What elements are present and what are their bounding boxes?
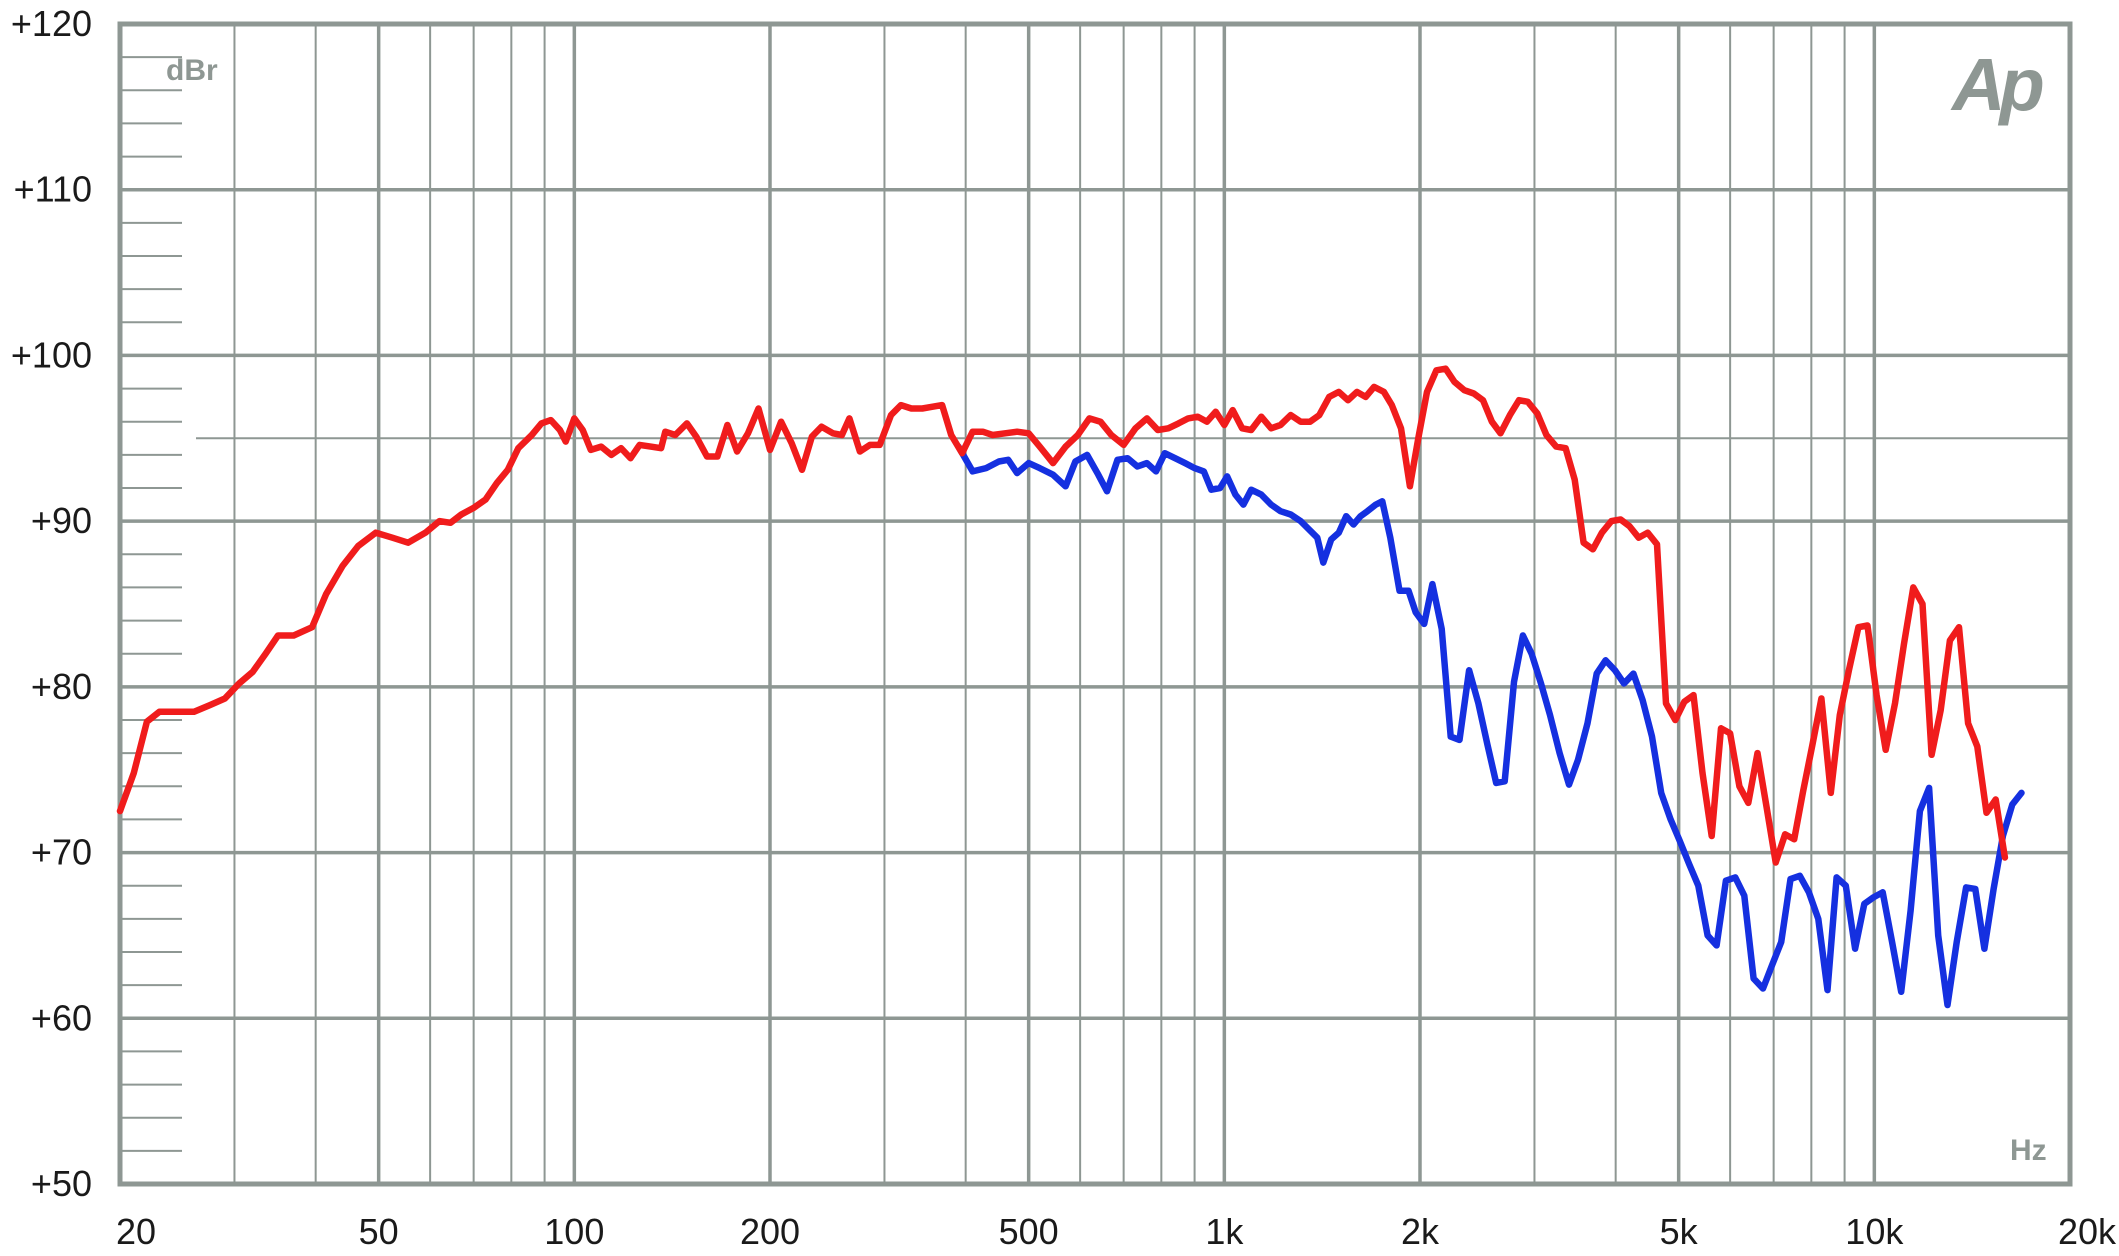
y-tick-label: +90 bbox=[31, 500, 92, 541]
x-tick-label: 20k bbox=[2058, 1211, 2117, 1252]
x-tick-label: 2k bbox=[1401, 1211, 1440, 1252]
y-tick-label: +70 bbox=[31, 832, 92, 873]
y-unit-label: dBr bbox=[166, 54, 218, 87]
y-tick-label: +80 bbox=[31, 666, 92, 707]
x-tick-label: 200 bbox=[740, 1211, 800, 1252]
y-tick-label: +100 bbox=[11, 334, 92, 375]
series-line-1 bbox=[955, 443, 2025, 1009]
x-tick-label: 500 bbox=[999, 1211, 1059, 1252]
x-tick-label: 100 bbox=[544, 1211, 604, 1252]
x-tick-label: 10k bbox=[1845, 1211, 1904, 1252]
x-tick-label: 1k bbox=[1205, 1211, 1244, 1252]
tick-marks bbox=[120, 56, 182, 1152]
x-tick-label: 50 bbox=[359, 1211, 399, 1252]
x-tick-label: 5k bbox=[1660, 1211, 1699, 1252]
y-tick-label: +50 bbox=[31, 1163, 92, 1204]
axis-labels: +120 +110 +100 +90 +80 +70 +60 +50 20 50 100 200 500… bbox=[11, 3, 2117, 1252]
ap-logo: Ap bbox=[1950, 43, 2042, 126]
y-tick-label: +60 bbox=[31, 997, 92, 1038]
series-line-2 bbox=[116, 365, 2009, 866]
x-unit-label: Hz bbox=[2010, 1134, 2047, 1167]
y-tick-label: +120 bbox=[11, 3, 92, 44]
series-lines bbox=[116, 365, 2025, 1009]
grid bbox=[117, 21, 2073, 1187]
x-tick-label: 20 bbox=[116, 1211, 156, 1252]
y-tick-label: +110 bbox=[14, 169, 92, 210]
plot-frame bbox=[117, 21, 2073, 1187]
